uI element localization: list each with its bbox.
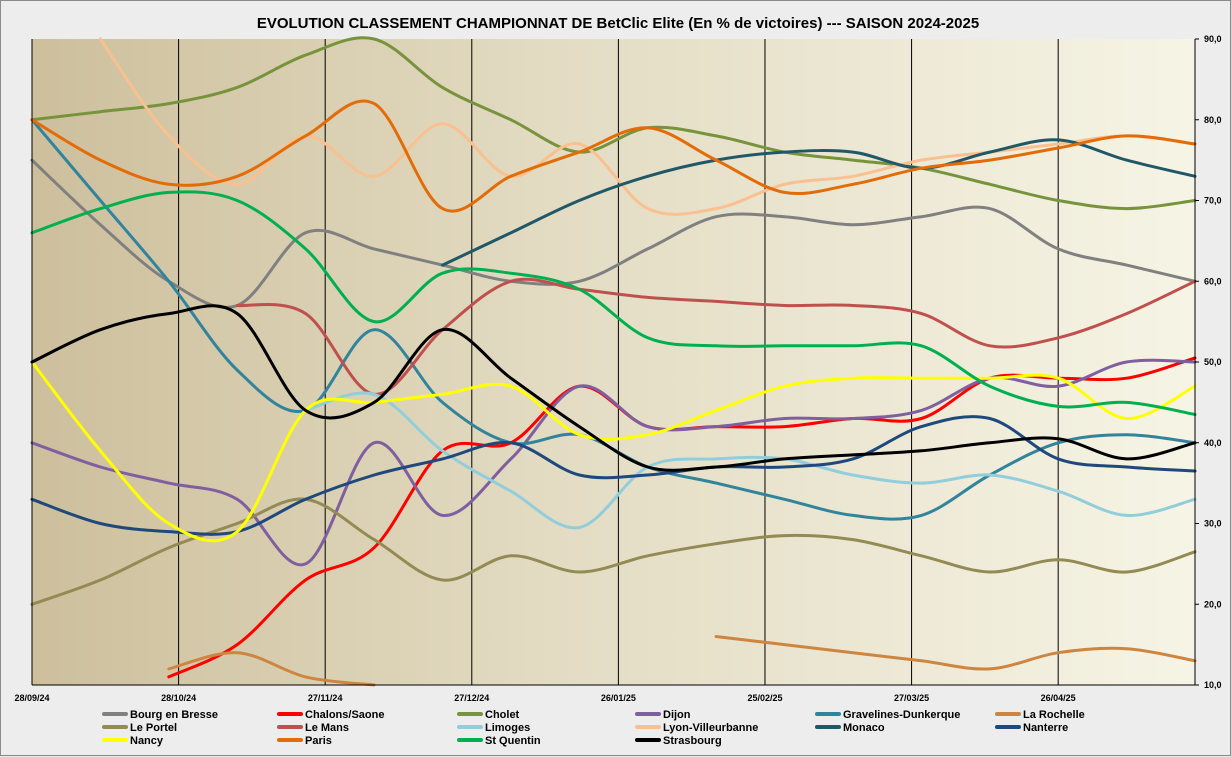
y-tick-label: 40,0 bbox=[1204, 438, 1222, 448]
series-line-paris bbox=[30, 99, 1197, 213]
legend-label: Dijon bbox=[663, 709, 691, 721]
legend-label: Bourg en Bresse bbox=[130, 709, 218, 721]
legend-label: Le Portel bbox=[130, 722, 177, 734]
x-tick-labels: 28/09/24 28/10/24 27/11/24 27/12/24 26/01/25… bbox=[14, 693, 1075, 703]
chart-title: EVOLUTION CLASSEMENT CHAMPIONNAT DE BetC… bbox=[257, 15, 979, 32]
y-tick-labels: 10,0 20,0 30,0 40,0 50,0 60,0 70,0 80,0 90,0 bbox=[1195, 34, 1222, 690]
series-st-quentin bbox=[30, 190, 1197, 416]
series-line-strasbourg bbox=[30, 304, 1197, 472]
y-tick-label: 90,0 bbox=[1204, 34, 1222, 44]
series-line-st-quentin bbox=[30, 190, 1197, 416]
x-tick-label: 25/02/25 bbox=[747, 693, 782, 703]
series-paris bbox=[30, 99, 1197, 213]
series-layer bbox=[30, 36, 1197, 687]
legend-label: Nanterre bbox=[1023, 722, 1068, 734]
legend-label: La Rochelle bbox=[1023, 709, 1085, 721]
legend-label: Limoges bbox=[485, 722, 530, 734]
series-line-le-portel bbox=[30, 497, 1197, 606]
legend-item-le-mans: Le Mans bbox=[277, 722, 349, 734]
series-line-le-mans bbox=[235, 277, 1197, 396]
legend-item-gravelines-dunkerque: Gravelines-Dunkerque bbox=[815, 709, 960, 721]
legend-label: Nancy bbox=[130, 735, 164, 747]
series-nancy bbox=[30, 360, 1197, 543]
legend-item-paris: Paris bbox=[277, 735, 332, 747]
legend-item-la-rochelle: La Rochelle bbox=[995, 709, 1085, 721]
legend-item-cholet: Cholet bbox=[457, 709, 520, 721]
series-line-cholet bbox=[30, 36, 1197, 211]
legend-label: Le Mans bbox=[305, 722, 349, 734]
y-tick-label: 60,0 bbox=[1204, 276, 1222, 286]
legend-label: Paris bbox=[305, 735, 332, 747]
y-tick-label: 70,0 bbox=[1204, 196, 1222, 206]
legend: Bourg en Bresse Chalons/Saone Cholet Dijon G… bbox=[102, 709, 1085, 747]
legend-label: Gravelines-Dunkerque bbox=[843, 709, 960, 721]
y-tick-label: 50,0 bbox=[1204, 357, 1222, 367]
x-tick-label: 26/04/25 bbox=[1041, 693, 1076, 703]
series-monaco bbox=[441, 138, 1197, 267]
legend-label: Cholet bbox=[485, 709, 520, 721]
x-tick-label: 26/01/25 bbox=[601, 693, 636, 703]
legend-item-st-quentin: St Quentin bbox=[457, 735, 541, 747]
legend-item-nanterre: Nanterre bbox=[995, 722, 1068, 734]
x-tick-label: 27/11/24 bbox=[308, 693, 343, 703]
legend-item-strasbourg: Strasbourg bbox=[635, 735, 722, 747]
legend-label: Strasbourg bbox=[663, 735, 722, 747]
series-le-mans bbox=[235, 277, 1197, 396]
legend-label: Monaco bbox=[843, 722, 885, 734]
legend-item-limoges: Limoges bbox=[457, 722, 530, 734]
x-tick-label: 27/03/25 bbox=[894, 693, 929, 703]
series-line-la-rochelle bbox=[714, 635, 1197, 671]
plot-area bbox=[32, 39, 1195, 685]
legend-item-nancy: Nancy bbox=[102, 735, 164, 747]
series-line-limoges bbox=[304, 391, 1197, 530]
series-line-nancy bbox=[30, 360, 1197, 543]
y-tick-label: 30,0 bbox=[1204, 519, 1222, 529]
series-limoges bbox=[304, 391, 1197, 530]
series-line-nanterre bbox=[30, 415, 1197, 536]
legend-label: St Quentin bbox=[485, 735, 541, 747]
x-tick-label: 28/10/24 bbox=[161, 693, 196, 703]
legend-item-chalons-saone: Chalons/Saone bbox=[277, 709, 384, 721]
series-le-portel bbox=[30, 497, 1197, 606]
x-tick-label: 28/09/24 bbox=[14, 693, 49, 703]
series-cholet bbox=[30, 36, 1197, 211]
legend-label: Chalons/Saone bbox=[305, 709, 384, 721]
legend-item-dijon: Dijon bbox=[635, 709, 691, 721]
y-tick-label: 10,0 bbox=[1204, 680, 1222, 690]
series-nanterre bbox=[30, 415, 1197, 536]
legend-item-monaco: Monaco bbox=[815, 722, 885, 734]
legend-item-bourg-en-bresse: Bourg en Bresse bbox=[102, 709, 218, 721]
x-tick-label: 27/12/24 bbox=[454, 693, 489, 703]
series-strasbourg bbox=[30, 304, 1197, 472]
series-line-la-rochelle bbox=[167, 651, 376, 687]
series-la-rochelle bbox=[167, 635, 1197, 687]
y-tick-label: 20,0 bbox=[1204, 599, 1222, 609]
legend-label: Lyon-Villeurbanne bbox=[663, 722, 758, 734]
series-line-monaco bbox=[441, 138, 1197, 267]
legend-item-le-portel: Le Portel bbox=[102, 722, 177, 734]
legend-item-lyon-villeurbanne: Lyon-Villeurbanne bbox=[635, 722, 758, 734]
y-tick-label: 80,0 bbox=[1204, 115, 1222, 125]
